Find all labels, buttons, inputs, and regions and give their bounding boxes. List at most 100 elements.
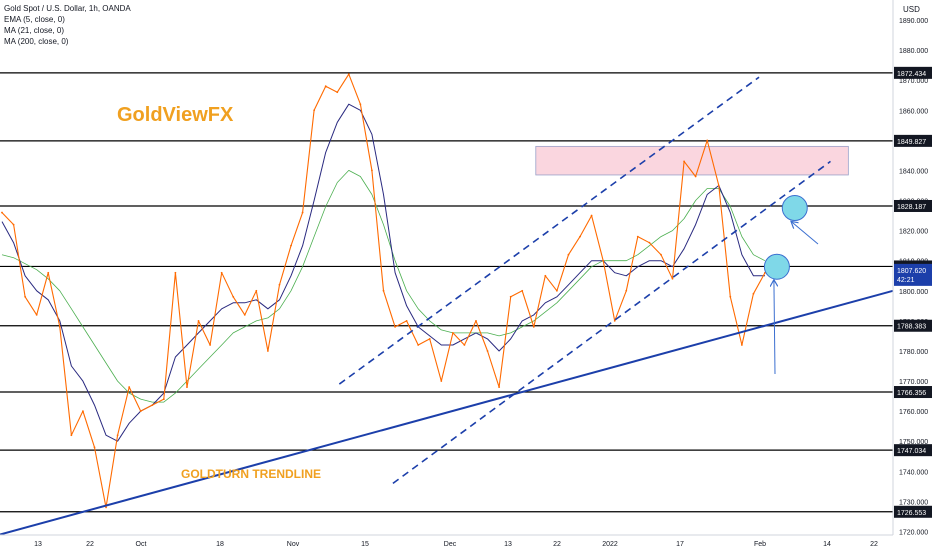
series-point [24,295,27,298]
series-point [671,277,674,280]
series-point [290,244,292,247]
price-level-value: 1872.434 [897,71,926,78]
series-point [162,398,165,401]
time-tick-label: Nov [287,541,300,548]
series-point [567,253,570,256]
price-tick-label: 1800.000 [899,289,928,296]
price-tick-label: 1880.000 [899,48,928,55]
series-point [128,386,131,388]
series-point [590,214,593,217]
time-tick-label: 13 [34,541,42,548]
indicator-ma200[interactable]: MA (200, close, 0) [4,37,69,46]
series-point [463,344,466,346]
series-point [579,235,581,238]
brand-annotation: GoldViewFX [117,104,234,126]
projection-arrow [774,281,775,375]
series-point [105,506,107,509]
time-tick-label: 13 [504,541,512,548]
price-level-value: 1747.034 [897,448,926,455]
time-tick-label: 22 [86,541,94,548]
series-point [498,386,501,388]
time-tick-label: 18 [216,541,224,548]
series-point [12,223,15,226]
series-point [151,404,154,407]
series-point [382,289,385,292]
currency-label: USD [903,5,920,14]
series-point [752,292,755,295]
series-point [544,274,547,277]
countdown-value: 42:21 [897,277,915,284]
series-point [613,319,616,322]
series-point [394,326,396,328]
channel-line-dashed [392,160,831,485]
series-point [417,344,420,346]
price-level-value: 1788.383 [897,324,926,331]
current-price-value: 1807.620 [897,268,926,275]
series-point [740,344,743,346]
price-level-value: 1849.827 [897,139,926,146]
price-tick-label: 1740.000 [899,469,928,476]
price-tick-label: 1780.000 [899,349,928,356]
series-point [602,259,605,262]
series-point [139,410,142,413]
time-axis[interactable]: 13 22 Oct 18 Nov 15 Dec 13 22 2022 17 Feb 14 22 [0,534,893,548]
series-point [255,289,258,292]
time-tick-label: 22 [870,541,878,548]
current-price-tag [894,263,932,286]
price-level-tag [894,444,932,457]
supply-zone-box [535,145,849,176]
series-point [694,175,697,178]
indicator-ema[interactable]: EMA (5, close, 0) [4,15,65,24]
price-level-tag [894,66,932,79]
series-point [371,169,373,172]
price-tick-label: 1770.000 [899,379,928,386]
series-point [625,289,628,292]
series-point [186,386,188,388]
series-point [347,73,350,76]
series-point [93,446,96,449]
time-tick-label: Oct [136,541,147,548]
price-tick-label: 1840.000 [899,168,928,175]
series-point [359,103,362,106]
time-tick-label: Feb [754,541,766,548]
series-line-2 [1,169,766,403]
price-level-tag [894,134,932,147]
series-point [451,332,454,334]
price-level-tag [894,319,932,332]
price-tick-label: 1860.000 [899,108,928,115]
series-point [266,350,269,352]
series-point [660,253,662,256]
price-tick-label: 1870.000 [899,78,928,85]
price-level-value: 1726.553 [897,510,926,517]
price-level-tag [894,505,932,518]
series-point [486,350,489,352]
series-point [336,91,339,94]
series-point [717,184,720,187]
series-point [313,109,316,112]
indicator-ma21[interactable]: MA (21, close, 0) [4,26,65,35]
price-tick-label: 1750.000 [899,439,928,446]
series-point [636,235,639,238]
series-point [532,326,535,328]
series-point [301,211,304,214]
series-point [729,295,732,298]
projection-circle [781,195,808,222]
price-level-value: 1766.356 [897,390,926,397]
symbol-title: Gold Spot / U.S. Dollar, 1h, OANDA [4,4,131,13]
series-point [197,319,200,322]
price-tick-label: 1820.000 [899,229,928,236]
series-point [324,85,327,88]
trend-lines [0,76,894,536]
time-tick-label: 2022 [602,541,618,548]
time-tick-label: 15 [361,541,369,548]
time-tick-label: 17 [676,541,684,548]
series-point [706,139,709,142]
time-tick-label: 14 [823,541,831,548]
series-point [683,160,685,163]
series-point [220,271,223,274]
series-point [35,313,38,316]
price-level-tag [894,386,932,399]
series-point [70,434,73,437]
